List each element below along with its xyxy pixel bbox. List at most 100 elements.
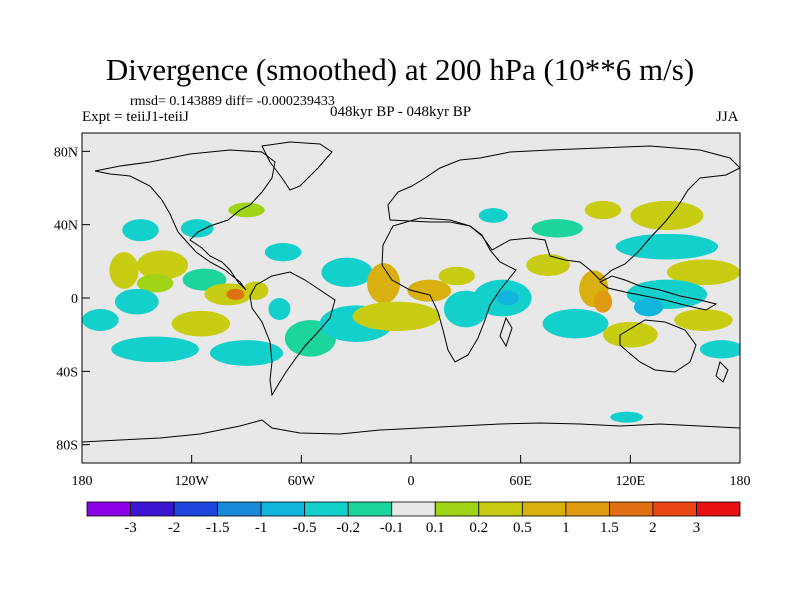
coastline-africa: [381, 217, 517, 363]
field-blob: [666, 259, 740, 286]
chart-title: Divergence (smoothed) at 200 hPa (10**6 …: [105, 52, 695, 87]
diff-label: diff=: [225, 94, 254, 109]
lat-tick-label: 80N: [54, 145, 78, 160]
lat-tick-label: 40N: [54, 219, 78, 234]
colorbar-label: 0.2: [469, 520, 488, 536]
field-blob: [699, 340, 740, 359]
colorbar-label: 3: [693, 520, 701, 536]
colorbar-label: -3: [124, 520, 137, 536]
colorbar-label: 0.1: [426, 520, 445, 536]
colorbar-label: 1.5: [600, 520, 619, 536]
colorbar-label: 1: [562, 520, 570, 536]
lon-tick-label: 120W: [175, 474, 210, 489]
coastline-australia: [619, 319, 697, 373]
field-blob: [615, 233, 719, 260]
field-blob: [630, 200, 704, 231]
lon-tick-label: 0: [408, 474, 415, 489]
field-blob: [438, 266, 475, 286]
field-blob: [114, 288, 159, 315]
field-blob: [610, 411, 644, 423]
colorbar-label: -2: [168, 520, 181, 536]
field-blob: [136, 274, 174, 293]
colorbar-swatch: [130, 501, 175, 517]
field-blob: [82, 309, 119, 331]
experiment-label: Expt = teiiJ1-teiiJ: [82, 109, 189, 125]
coastline-new-zealand: [715, 361, 729, 383]
field-blob: [478, 208, 508, 223]
season-label: JJA: [716, 109, 739, 125]
divergence-field: [82, 200, 740, 423]
field-blob: [542, 309, 609, 339]
rmsd-label: rmsd=: [130, 94, 166, 109]
period-label: 048kyr BP - 048kyr BP: [330, 104, 472, 120]
colorbar-swatch: [434, 501, 480, 517]
field-blob: [496, 290, 519, 306]
colorbar-swatch: [565, 501, 610, 517]
lon-tick-label: 180: [72, 474, 93, 489]
lat-tick-label: 40S: [56, 365, 78, 380]
coastline-antarctica: [82, 419, 740, 443]
field-blob: [180, 219, 214, 238]
colorbar-swatch: [217, 501, 262, 517]
coastline-madagascar: [499, 316, 513, 348]
coastline-greenland: [261, 141, 333, 191]
colorbar-swatch: [521, 501, 567, 517]
field-blob: [407, 279, 452, 302]
colorbar-swatch: [173, 501, 218, 517]
coastlines: [82, 141, 740, 443]
colorbar-label: -1.5: [206, 520, 230, 536]
field-blob: [111, 336, 199, 363]
field-blob: [228, 202, 265, 218]
colorbar-swatch: [304, 501, 349, 517]
colorbar-label: -0.5: [293, 520, 317, 536]
field-blob: [367, 263, 401, 304]
stats-line: rmsd= 0.143889 diff= -0.000239433: [130, 94, 335, 110]
field-blob: [526, 254, 571, 276]
field-blob: [122, 219, 159, 242]
coastline-south-america: [249, 271, 336, 397]
lon-tick-label: 60E: [509, 474, 532, 489]
colorbar-label: 2: [649, 520, 657, 536]
colorbar-swatch: [652, 501, 697, 517]
field-blob: [674, 309, 733, 331]
colorbar-swatch: [478, 501, 523, 517]
field-blob: [171, 310, 231, 337]
field-blob: [209, 340, 284, 366]
colorbar: -3 -2 -1.5 -1 -0.5 -0.2 -0.1 0.1 0.2 0.5 1 1.5 2 3: [86, 501, 741, 536]
colorbar-label: -1: [255, 520, 268, 536]
field-blob: [264, 243, 302, 262]
colorbar-swatch: [391, 501, 436, 517]
colorbar-label: 0.5: [513, 520, 532, 536]
diff-value: -0.000239433: [256, 94, 335, 109]
field-blob: [602, 321, 658, 348]
colorbar-swatch: [696, 501, 741, 517]
colorbar-swatch: [260, 501, 306, 517]
lon-tick-label: 120E: [616, 474, 646, 489]
field-blob: [268, 298, 291, 320]
colorbar-label: -0.2: [336, 520, 360, 536]
field-blob: [633, 298, 664, 317]
field-blob: [321, 257, 373, 288]
coastline-southeast-asia: [599, 275, 718, 311]
field-blob: [531, 219, 583, 238]
coastline-north-america: [94, 149, 276, 291]
field-blob: [226, 288, 245, 300]
rmsd-value: 0.143889: [169, 94, 222, 109]
colorbar-swatch: [86, 501, 131, 517]
lat-tick-label: 80S: [56, 439, 78, 454]
field-blob: [242, 281, 269, 300]
field-blob: [593, 290, 613, 313]
colorbar-swatch: [609, 501, 654, 517]
coastline-eurasia: [387, 145, 740, 281]
colorbar-label: -0.1: [380, 520, 404, 536]
lon-tick-label: 180: [730, 474, 751, 489]
lon-tick-label: 60W: [288, 474, 316, 489]
field-blob: [352, 301, 441, 332]
colorbar-swatch: [347, 501, 393, 517]
field-blob: [109, 252, 139, 289]
field-blob: [584, 200, 622, 220]
axis-ticks: 80N 40N 0 40S 80S 180 120W 60W 0 60E 120E 180: [54, 145, 751, 489]
lat-tick-label: 0: [71, 292, 78, 307]
field-blob: [136, 250, 189, 280]
